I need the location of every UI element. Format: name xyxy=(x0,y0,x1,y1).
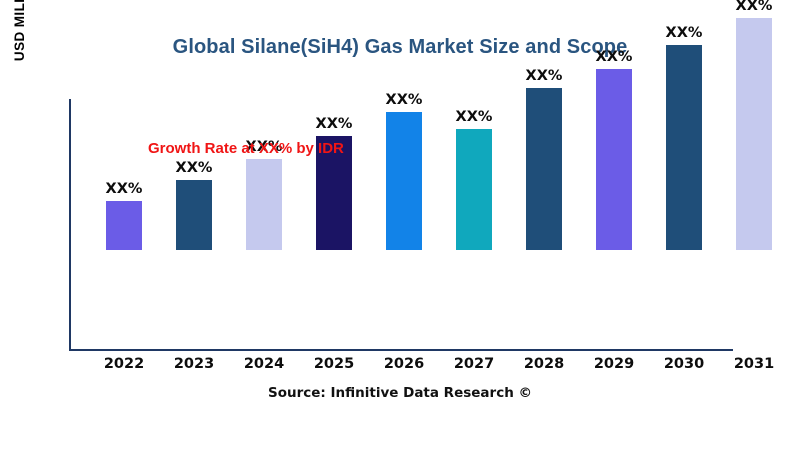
bar-2028: XX% xyxy=(526,68,562,250)
bar-2029: XX% xyxy=(596,49,632,250)
growth-rate-annotation: Growth Rate at XX% by IDR xyxy=(148,140,344,157)
x-tick-label-2022: 2022 xyxy=(103,356,145,372)
bar-rect-2031 xyxy=(736,18,772,250)
x-tick-label-2030: 2030 xyxy=(663,356,705,372)
bar-2030: XX% xyxy=(666,25,702,250)
bar-rect-2023 xyxy=(176,180,212,250)
x-tick-label-2025: 2025 xyxy=(313,356,355,372)
bar-rect-2030 xyxy=(666,45,702,250)
x-tick-label-2029: 2029 xyxy=(593,356,635,372)
x-tick-label-2027: 2027 xyxy=(453,356,495,372)
bar-value-label-2029: XX% xyxy=(595,49,633,65)
bar-value-label-2023: XX% xyxy=(175,160,213,176)
bar-value-label-2024: XX% xyxy=(245,139,283,155)
plot-area: XX% XX% XX% XX% XX% XX% XX% XX% XX% XX% xyxy=(106,0,772,250)
bar-2031: XX% xyxy=(736,0,772,250)
x-axis-line xyxy=(69,349,733,351)
x-tick-label-2024: 2024 xyxy=(243,356,285,372)
bar-rect-2022 xyxy=(106,201,142,250)
bar-value-label-2028: XX% xyxy=(525,68,563,84)
bar-2024: XX% xyxy=(246,139,282,250)
bar-value-label-2022: XX% xyxy=(105,181,143,197)
y-axis-line xyxy=(69,99,71,351)
bar-2022: XX% xyxy=(106,181,142,250)
bar-value-label-2030: XX% xyxy=(665,25,703,41)
bar-2023: XX% xyxy=(176,160,212,250)
chart-title: Global Silane(SiH4) Gas Market Size and … xyxy=(172,36,628,58)
bar-rect-2027 xyxy=(456,129,492,250)
bar-rect-2029 xyxy=(596,69,632,250)
bar-2025: XX% xyxy=(316,116,352,250)
x-tick-label-2026: 2026 xyxy=(383,356,425,372)
x-tick-label-2028: 2028 xyxy=(523,356,565,372)
source-caption: Source: Infinitive Data Research © xyxy=(267,385,533,401)
bar-value-label-2031: XX% xyxy=(735,0,773,14)
bar-rect-2028 xyxy=(526,88,562,250)
bar-rect-2024 xyxy=(246,159,282,250)
bar-2026: XX% xyxy=(386,92,422,250)
bar-2027: XX% xyxy=(456,109,492,250)
bar-value-label-2027: XX% xyxy=(455,109,493,125)
x-tick-label-2031: 2031 xyxy=(733,356,775,372)
bar-rect-2025 xyxy=(316,136,352,250)
x-tick-label-2023: 2023 xyxy=(173,356,215,372)
bar-value-label-2026: XX% xyxy=(385,92,423,108)
bar-rect-2026 xyxy=(386,112,422,250)
bar-value-label-2025: XX% xyxy=(315,116,353,132)
